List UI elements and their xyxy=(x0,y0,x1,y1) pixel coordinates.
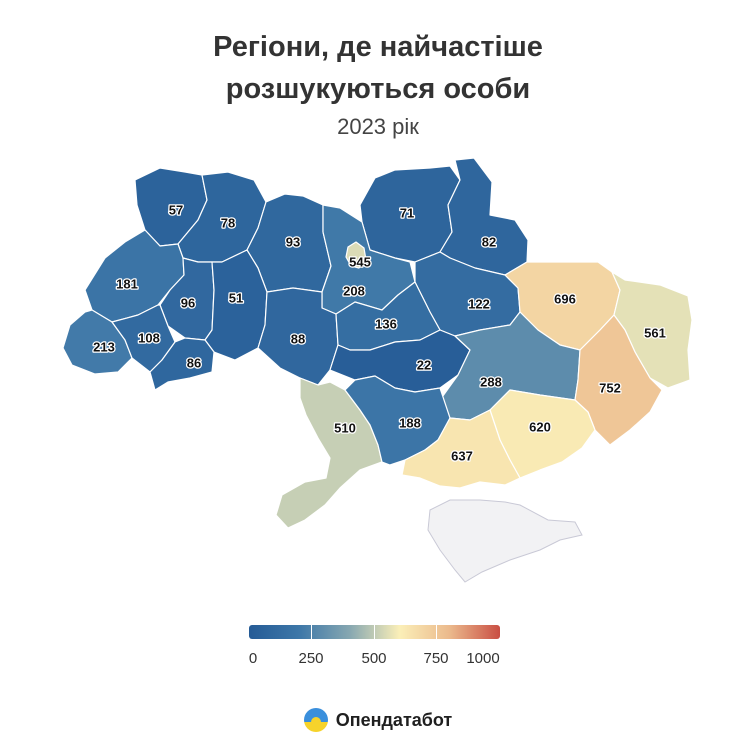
ukraine-choropleth-map: 57 78 93 71 82 181 96 51 545 208 122 696… xyxy=(62,157,693,583)
label-kirovohrad: 22 xyxy=(417,357,431,372)
label-khmelnytskyi: 51 xyxy=(229,290,243,305)
label-donetsk: 752 xyxy=(599,380,621,395)
label-kyiv-oblast: 208 xyxy=(343,283,365,298)
label-chernihiv: 71 xyxy=(400,205,414,220)
label-zakarpattia: 213 xyxy=(93,339,115,354)
label-dnipropetrovsk: 288 xyxy=(480,374,502,389)
region-chernivtsi[interactable] xyxy=(149,337,215,391)
label-poltava: 122 xyxy=(468,296,490,311)
map-subtitle: 2023 рік xyxy=(337,114,419,139)
legend-tick-0: 0 xyxy=(248,650,258,667)
legend-divider xyxy=(436,625,437,639)
legend-tick-1000: 1000 xyxy=(466,650,500,667)
legend-tick-250: 250 xyxy=(298,650,324,667)
label-cherkasy: 136 xyxy=(375,316,397,331)
legend-tick-500: 500 xyxy=(361,650,387,667)
label-sumy: 82 xyxy=(482,234,496,249)
legend-divider xyxy=(311,625,312,639)
region-kyiv-city[interactable] xyxy=(345,241,367,269)
label-zhytomyr: 93 xyxy=(286,234,300,249)
label-vinnytsia: 88 xyxy=(291,331,305,346)
region-kherson[interactable] xyxy=(401,409,521,489)
legend-divider xyxy=(374,625,375,639)
region-crimea xyxy=(427,499,583,583)
label-ivano-frankivsk: 108 xyxy=(138,330,160,345)
label-kyiv-city: 545 xyxy=(349,254,371,269)
label-ternopil: 96 xyxy=(181,295,195,310)
label-luhansk: 561 xyxy=(644,325,666,340)
brand-footer: Опендатабот xyxy=(0,708,756,732)
label-kharkiv: 696 xyxy=(554,291,576,306)
label-lviv: 181 xyxy=(116,276,138,291)
label-rivne: 78 xyxy=(221,215,235,230)
brand-name: Опендатабот xyxy=(335,709,453,730)
map-title: Регіони, де найчастіше розшукуються особ… xyxy=(213,31,543,105)
label-mykolaiv: 188 xyxy=(399,415,421,430)
legend-tick-750: 750 xyxy=(423,650,449,667)
sun-over-field-logo xyxy=(303,708,328,732)
label-zaporizhzhia: 620 xyxy=(529,419,551,434)
label-chernivtsi: 86 xyxy=(187,355,201,370)
label-kherson: 637 xyxy=(451,448,473,463)
label-volyn: 57 xyxy=(169,202,183,217)
label-odesa: 510 xyxy=(334,420,356,435)
